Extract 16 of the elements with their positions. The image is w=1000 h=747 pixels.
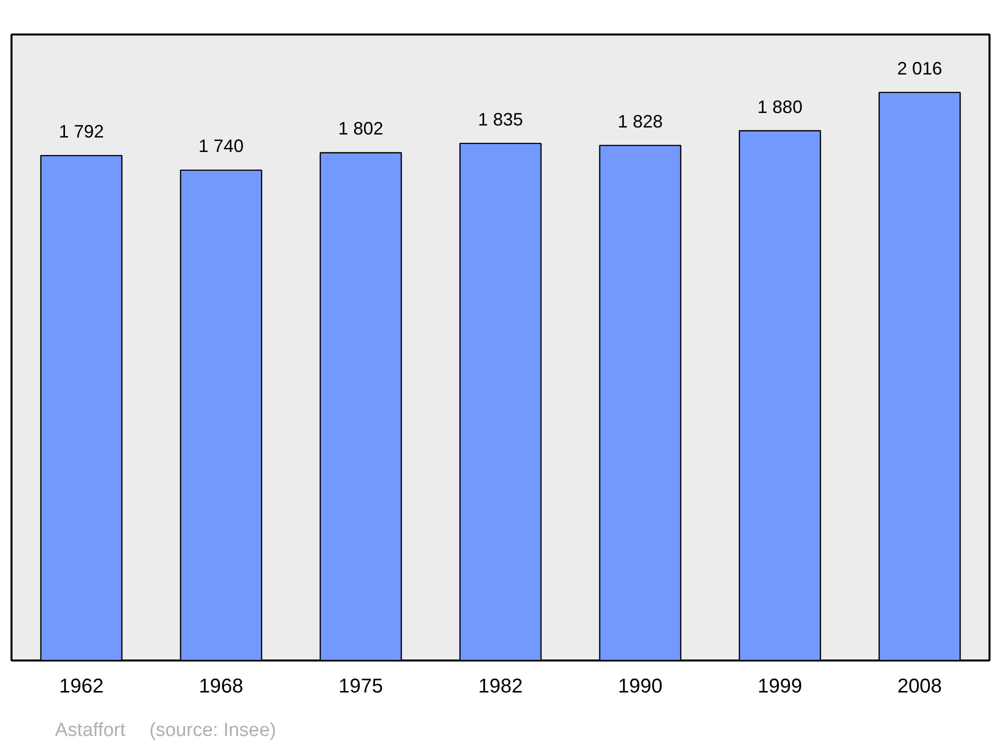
x-tick-label: 1975 [338,676,384,698]
x-tick-label: 1962 [59,676,104,698]
text: Astaffort [55,720,126,741]
data-label: 1 792 [58,122,104,142]
x-tick-label: 1968 [198,676,244,698]
x-tick-label: 1982 [478,676,523,698]
x-tick-label: 1999 [758,676,802,698]
data-label: 1 828 [618,111,663,132]
data-label: 1 740 [198,136,244,156]
data-label: 1 835 [478,109,524,130]
data-label: 1 880 [757,96,802,117]
data-label: 1 802 [338,118,384,139]
data-label: 2 016 [897,58,942,78]
x-tick-label: 1990 [618,676,662,698]
text: (source: Insee) [149,720,276,741]
x-tick-label: 2008 [897,676,942,698]
